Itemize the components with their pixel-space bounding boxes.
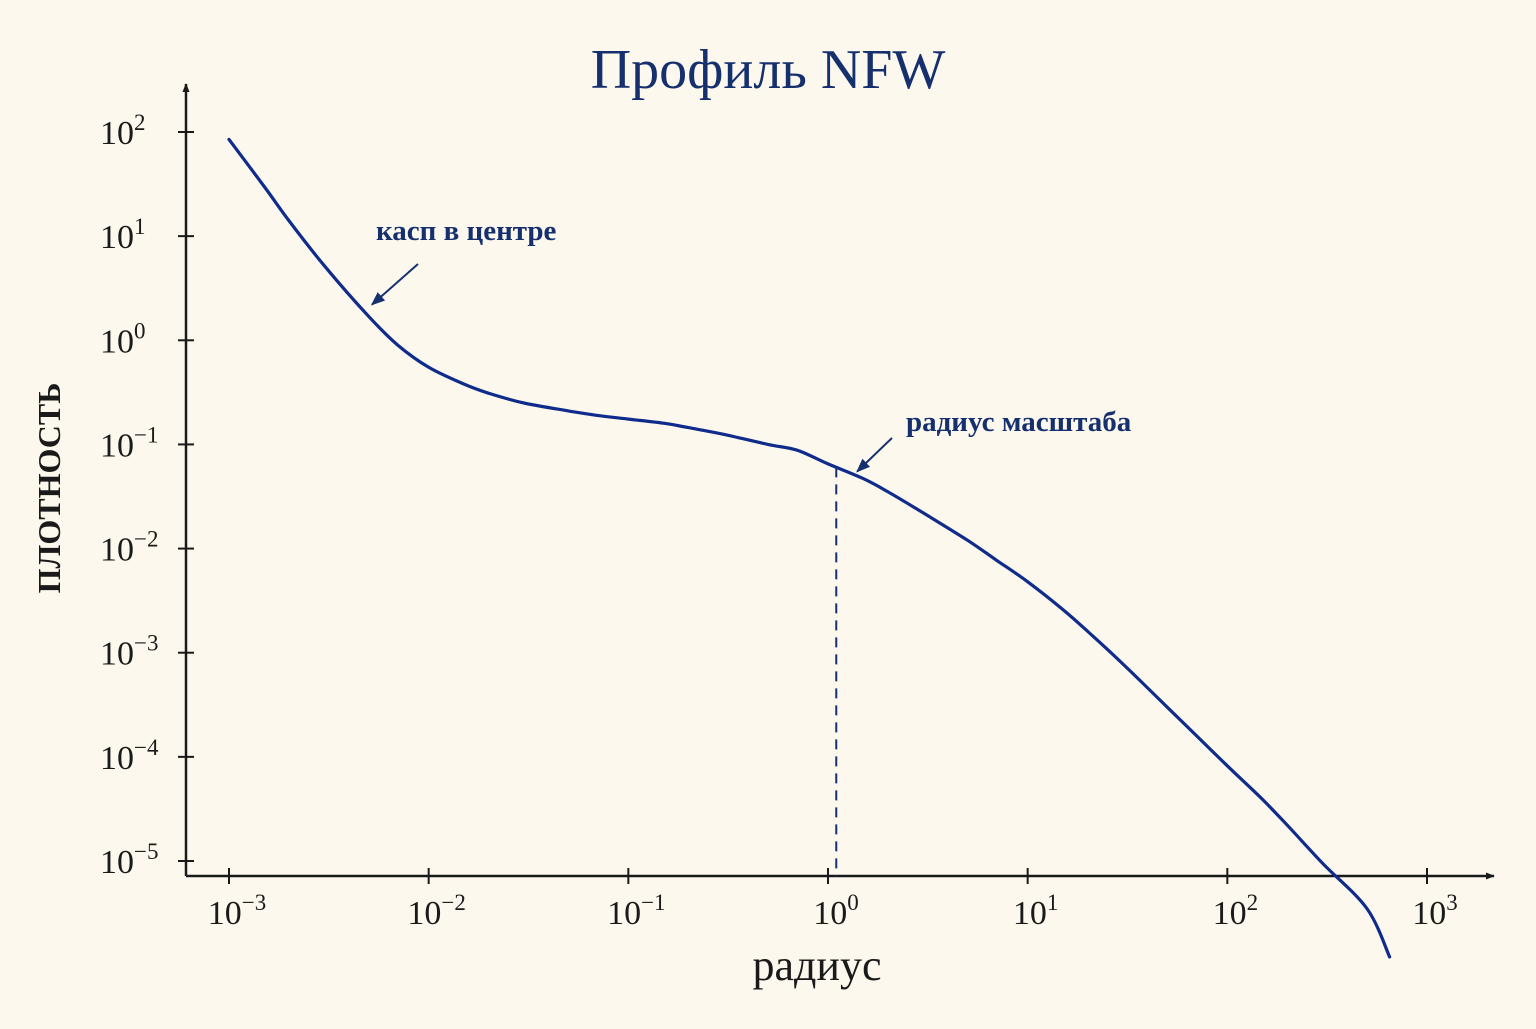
- x-tick-label: 101: [1013, 890, 1059, 932]
- scale-radius-annotation-arrow: [856, 437, 893, 473]
- x-ticks: 10−3 10−2 10−1 100 101 102 103: [208, 868, 1458, 932]
- y-axis-label: ПЛОТНОСТЬ: [31, 383, 67, 594]
- y-tick-label: 10−4: [100, 735, 159, 777]
- y-tick-label: 10−3: [100, 631, 158, 673]
- x-tick-label: 100: [813, 890, 859, 932]
- x-tick-label: 103: [1412, 890, 1458, 932]
- chart-title: Профиль NFW: [591, 39, 946, 101]
- y-tick-label: 10−1: [100, 422, 158, 464]
- x-axis-label: радиус: [753, 941, 882, 990]
- y-tick-label: 101: [100, 214, 146, 256]
- scale-radius-annotation-label: радиус масштаба: [906, 406, 1132, 438]
- y-tick-label: 102: [100, 110, 146, 152]
- cusp-annotation-label: касп в центре: [376, 215, 557, 247]
- x-tick-label: 10−3: [208, 890, 266, 932]
- y-tick-label: 100: [100, 318, 146, 360]
- x-tick-label: 10−1: [607, 890, 665, 932]
- x-tick-label: 102: [1213, 890, 1259, 932]
- cusp-annotation-arrow: [370, 263, 419, 306]
- nfw-density-curve: [227, 137, 1392, 959]
- y-ticks: 102 101 100 10−1 10−2 10−3 10−4 10−5: [100, 110, 194, 881]
- y-tick-label: 10−2: [100, 527, 158, 569]
- x-tick-label: 10−2: [407, 890, 465, 932]
- y-tick-label: 10−5: [100, 839, 158, 881]
